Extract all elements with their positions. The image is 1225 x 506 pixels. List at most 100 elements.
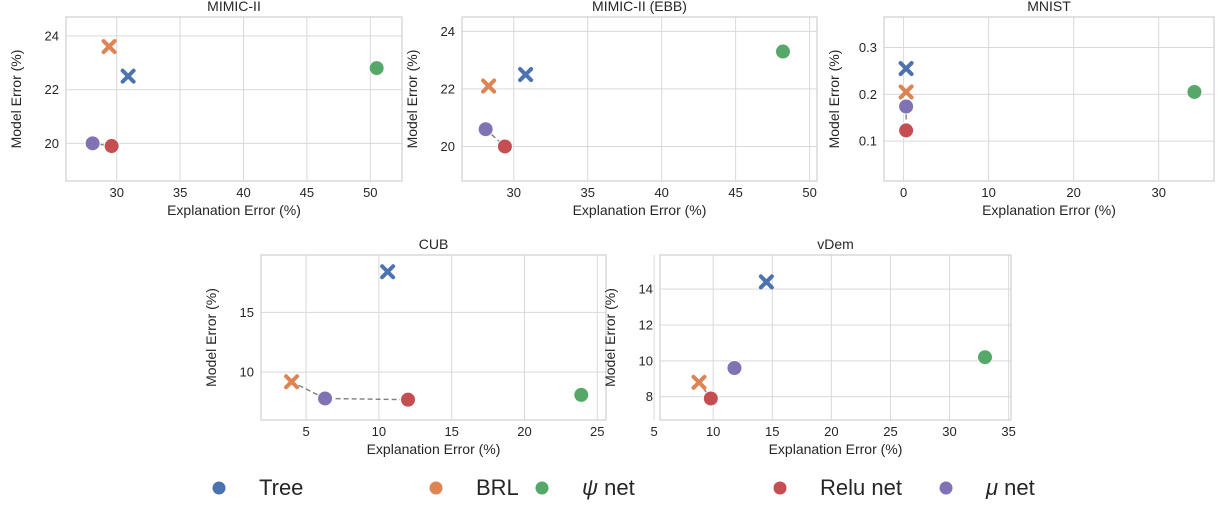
panel-1: 30 35 40 45 50 20 22 24 MIMIC-II Explanation Erro…: [8, 0, 403, 218]
x-tick-label: 45: [300, 185, 314, 200]
x-tick-label: 50: [802, 185, 816, 200]
chart-title: MIMIC-II: [207, 0, 261, 14]
legend-label: Relu net: [820, 475, 902, 500]
point-relu-net-circle-marker: [898, 122, 915, 139]
y-tick-label: 22: [45, 82, 59, 97]
point-relu-net-circle-marker: [103, 138, 120, 155]
x-tick-label: 30: [942, 424, 956, 439]
y-axis-label: Model Error (%): [826, 50, 842, 149]
x-tick-label: 10: [981, 185, 995, 200]
legend-marker: [535, 481, 549, 495]
x-tick-label: 20: [824, 424, 838, 439]
y-tick-label: 8: [646, 389, 653, 404]
point-psi-net-circle-marker: [1186, 83, 1203, 100]
x-tick-label: 10: [706, 424, 720, 439]
x-tick-label: 35: [1001, 424, 1015, 439]
y-tick-label: 10: [639, 353, 653, 368]
y-tick-label: 20: [441, 139, 455, 154]
y-tick-label: 20: [45, 136, 59, 151]
point-psi-net-circle-marker: [977, 349, 993, 366]
y-tick-label: 10: [240, 365, 254, 380]
y-axis-label: Model Error (%): [8, 50, 24, 149]
legend-item-tree: Tree: [212, 475, 303, 500]
y-axis-label: Model Error (%): [602, 288, 618, 387]
chart-title: vDem: [817, 236, 854, 252]
x-axis-label: Explanation Error (%): [982, 202, 1116, 218]
legend-label: Tree: [259, 475, 303, 500]
panel-4: 5 10 15 20 25 10 15 CUB Explanation Error (%) Mod…: [203, 236, 607, 457]
legend-item-psi-net: ψ net: [535, 475, 635, 500]
x-tick-label: 35: [580, 185, 594, 200]
x-tick-label: 5: [650, 424, 657, 439]
chart-title: MNIST: [1027, 0, 1071, 14]
x-tick-label: 50: [363, 185, 377, 200]
x-tick-label: 15: [765, 424, 779, 439]
point-mu-net-circle-marker: [317, 390, 334, 407]
point-mu-net-circle-marker: [477, 121, 494, 138]
chart-title: CUB: [419, 236, 449, 252]
legend-item-relu-net: Relu net: [773, 475, 902, 500]
x-tick-label: 15: [444, 424, 458, 439]
pareto-line: [291, 381, 409, 401]
legend-label: ψ net: [582, 475, 635, 500]
legend-marker: [773, 481, 787, 495]
y-tick-label: 14: [639, 282, 653, 297]
point-tree-x-marker: [758, 274, 774, 290]
point-psi-net-circle-marker: [573, 386, 590, 403]
point-mu-net-circle-marker: [898, 98, 915, 115]
point-tree-x-marker: [898, 61, 914, 77]
point-tree-x-marker: [380, 264, 396, 280]
x-tick-label: 40: [654, 185, 668, 200]
x-tick-label: 25: [590, 424, 604, 439]
plot-frame: [883, 16, 1215, 182]
y-tick-label: 0.1: [859, 134, 877, 149]
point-brl-x-marker: [284, 374, 300, 390]
y-tick-label: 0.2: [859, 87, 877, 102]
x-tick-label: 45: [728, 185, 742, 200]
x-axis-label: Explanation Error (%): [573, 202, 707, 218]
legend-label: BRL: [476, 475, 519, 500]
x-tick-label: 25: [883, 424, 897, 439]
point-brl-x-marker: [481, 78, 497, 94]
plot-frame: [461, 16, 818, 182]
point-mu-net-circle-marker: [726, 359, 743, 376]
x-tick-label: 20: [517, 424, 531, 439]
y-tick-label: 15: [240, 305, 254, 320]
legend-marker: [939, 481, 953, 495]
point-tree-x-marker: [518, 67, 534, 83]
legend: Tree BRL ψ net Relu net μ net: [0, 470, 1225, 501]
legend-label: μ net: [985, 475, 1035, 500]
point-tree-x-marker: [120, 68, 136, 84]
y-axis-label: Model Error (%): [203, 288, 219, 387]
point-brl-x-marker: [101, 39, 117, 55]
x-tick-label: 30: [507, 185, 521, 200]
y-tick-label: 24: [45, 28, 59, 43]
legend-marker: [212, 481, 226, 495]
x-tick-label: 30: [1151, 185, 1165, 200]
legend-item-mu-net: μ net: [939, 475, 1035, 500]
panel-2: 30 35 40 45 50 20 22 24 MIMIC-II (EBB) Explanatio…: [404, 0, 818, 218]
x-tick-label: 20: [1066, 185, 1080, 200]
x-tick-label: 5: [303, 424, 310, 439]
plot-frame: [659, 254, 1012, 421]
point-relu-net-circle-marker: [702, 390, 719, 407]
x-tick-label: 30: [109, 185, 123, 200]
panel-3: 0 10 20 30 0.1 0.2 0.3 MNIST Explanation Error (…: [826, 0, 1215, 218]
panel-5: 5 10 15 20 25 30 35 8 10 12 14 vDem Explanation Erro…: [602, 236, 1016, 457]
y-axis-label: Model Error (%): [404, 50, 420, 149]
y-tick-label: 0.3: [859, 40, 877, 55]
legend-svg: Tree BRL ψ net Relu net μ net: [212, 475, 1035, 500]
point-psi-net-circle-marker: [368, 60, 385, 77]
point-brl-x-marker: [691, 374, 707, 390]
x-tick-label: 35: [173, 185, 187, 200]
plot-frame: [260, 254, 607, 421]
legend-item-brl: BRL: [429, 475, 519, 500]
x-tick-label: 10: [372, 424, 386, 439]
y-tick-label: 12: [639, 317, 653, 332]
x-axis-label: Explanation Error (%): [769, 441, 903, 457]
point-brl-x-marker: [898, 84, 914, 100]
x-axis-label: Explanation Error (%): [367, 441, 501, 457]
x-tick-label: 40: [236, 185, 250, 200]
point-relu-net-circle-marker: [496, 138, 513, 155]
